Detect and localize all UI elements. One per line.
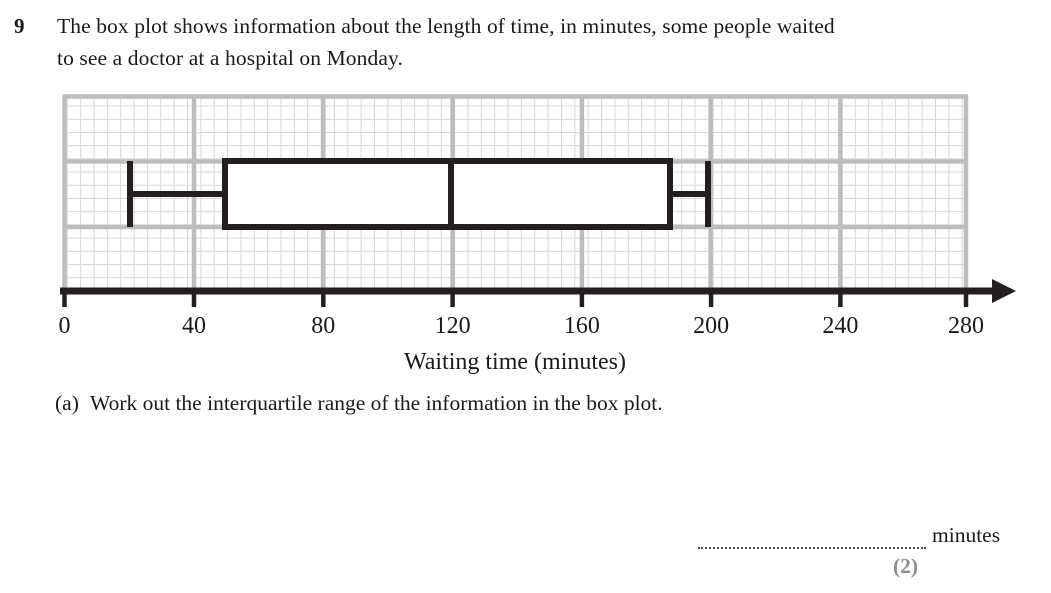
- x-tick-label: 80: [311, 313, 335, 339]
- x-axis-tick-labels: 0 40 80 120 160 200 240 280: [59, 313, 985, 339]
- x-tick-label: 0: [59, 313, 71, 339]
- part-a-label: (a): [55, 391, 79, 415]
- x-axis-title: Waiting time (minutes): [404, 349, 626, 375]
- marks-allocation: (2): [893, 554, 919, 578]
- grid-area: [62, 94, 969, 290]
- question-stem-line-1: The box plot shows information about the…: [57, 14, 835, 38]
- x-tick-label: 200: [693, 313, 729, 339]
- x-tick-label: 120: [435, 313, 471, 339]
- x-tick-label: 240: [822, 313, 858, 339]
- question-stem-line-2: to see a doctor at a hospital on Monday.: [57, 46, 403, 70]
- x-tick-label: 40: [182, 313, 206, 339]
- answer-unit-label: minutes: [932, 523, 1001, 547]
- question-stem: The box plot shows information about the…: [57, 10, 1047, 74]
- part-a: (a) Work out the interquartile range of t…: [55, 388, 955, 418]
- axis-arrow-icon: [992, 279, 1016, 303]
- x-tick-label: 280: [948, 313, 984, 339]
- part-a-text: Work out the interquartile range of the …: [90, 391, 663, 415]
- answer-row: minutes: [0, 520, 1051, 554]
- x-axis: [60, 279, 1016, 307]
- box-and-whisker: [127, 158, 711, 230]
- x-axis-ticks: [62, 291, 969, 307]
- box-rect: [222, 158, 673, 230]
- question-header: 9 The box plot shows information about t…: [0, 10, 1051, 82]
- grid-major-horizontal: [63, 94, 968, 230]
- grid-major-vertical: [62, 95, 969, 290]
- x-tick-label: 160: [564, 313, 600, 339]
- question-number: 9: [14, 14, 25, 38]
- answer-input-line[interactable]: [698, 533, 926, 549]
